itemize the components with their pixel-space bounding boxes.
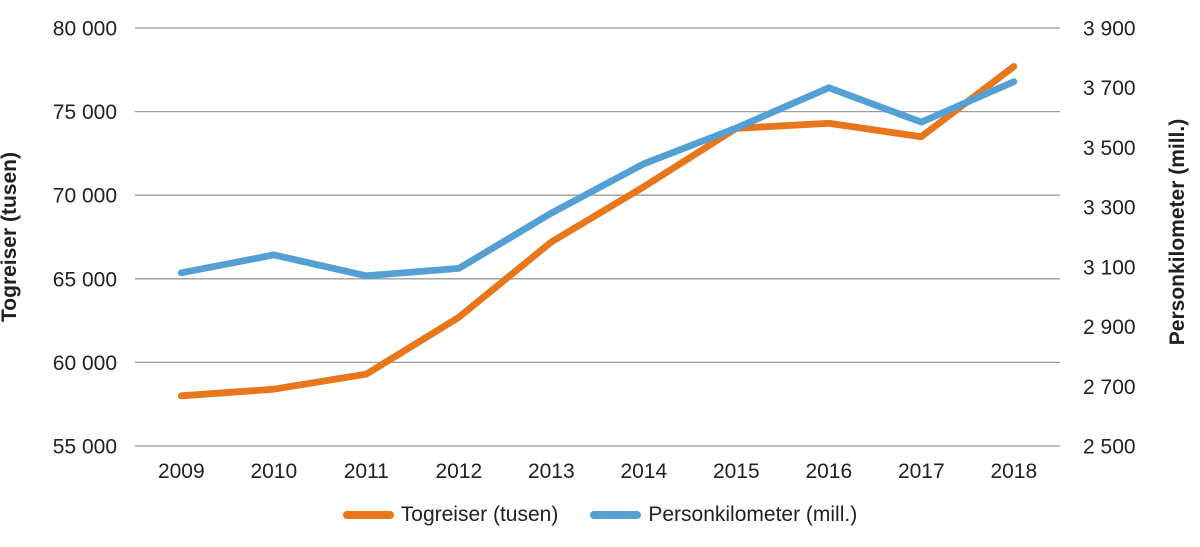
y-axis-right-tick-label: 3 100	[1083, 256, 1136, 279]
right-axis-title: Personkilometer (mill.)	[1166, 119, 1189, 345]
y-axis-left-tick-label: 75 000	[53, 101, 117, 124]
y-axis-right-tick-label: 2 900	[1083, 316, 1136, 339]
legend-item: Personkilometer (mill.)	[590, 503, 857, 527]
x-axis-tick-label: 2013	[528, 460, 575, 483]
legend-swatch	[590, 511, 642, 519]
x-axis-tick-label: 2014	[620, 460, 667, 483]
y-axis-right-tick-label: 2 500	[1083, 436, 1136, 459]
left-axis-title: Togreiser (tusen)	[0, 152, 21, 322]
y-axis-left-tick-label: 80 000	[53, 18, 117, 41]
y-axis-left-tick-label: 65 000	[53, 268, 117, 291]
x-axis-tick-label: 2012	[435, 460, 482, 483]
x-axis-tick-label: 2011	[344, 460, 389, 483]
x-axis-tick-label: 2018	[990, 460, 1037, 483]
legend-label: Togreiser (tusen)	[400, 503, 559, 526]
plot-area: 80 000 75 000 70 000 65 000 60 000 55 000 3 90…	[53, 18, 1136, 484]
x-axis-tick-label: 2017	[898, 460, 945, 483]
legend-swatch	[342, 511, 394, 519]
x-axis-tick-label: 2009	[158, 460, 205, 483]
y-axis-right-tick-label: 3 900	[1083, 18, 1136, 41]
x-axis-tick-label: 2016	[805, 460, 852, 483]
y-axis-left-tick-label: 70 000	[53, 185, 117, 208]
y-axis-right-tick-label: 2 700	[1083, 376, 1136, 399]
legend-item: Togreiser (tusen)	[342, 503, 559, 527]
series-line-personkilometer	[177, 78, 1018, 280]
y-axis-left-tick-label: 60 000	[53, 352, 117, 375]
legend-label: Personkilometer (mill.)	[648, 503, 858, 526]
y-axis-right-tick-label: 3 500	[1083, 137, 1136, 160]
series-line-togreiser	[177, 63, 1018, 400]
y-axis-right-tick-label: 3 700	[1083, 77, 1136, 100]
y-axis-right-tick-label: 3 300	[1083, 197, 1136, 220]
y-axis-left-tick-label: 55 000	[53, 436, 117, 459]
legend: Togreiser (tusen) Personkilometer (mill.)	[0, 503, 1200, 527]
x-axis-tick-label: 2015	[713, 460, 760, 483]
x-axis-tick-label: 2010	[250, 460, 297, 483]
